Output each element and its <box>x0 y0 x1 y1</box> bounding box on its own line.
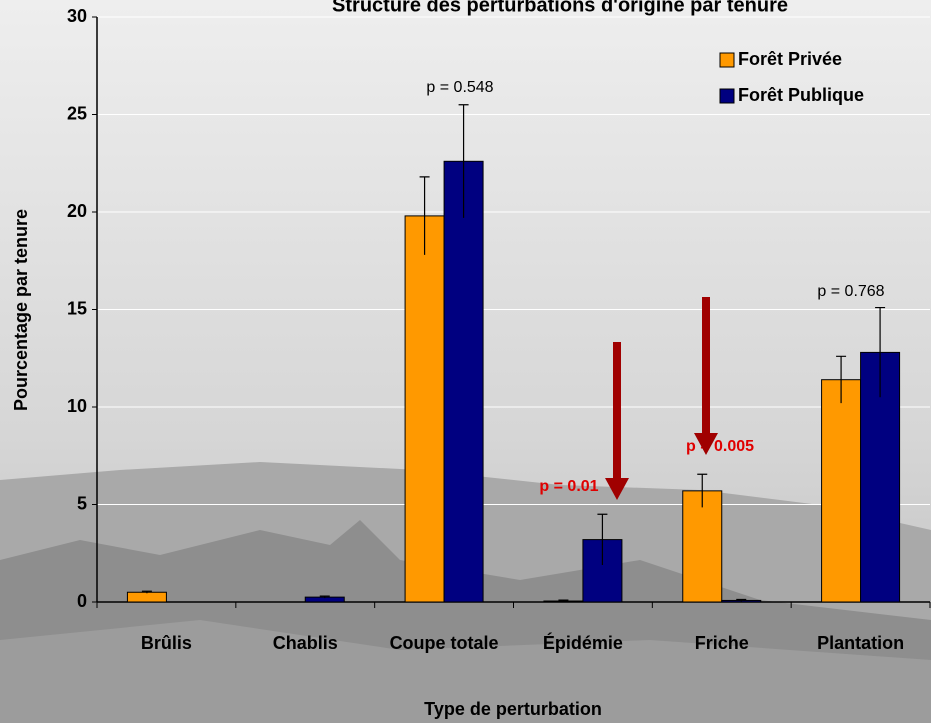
x-tick-label: Chablis <box>272 633 338 653</box>
error-bar <box>836 355 847 404</box>
error-bar <box>558 599 569 602</box>
annotation: p = 0.01 <box>539 478 598 495</box>
legend-swatch <box>719 52 735 68</box>
x-tick-label: Coupe totale <box>389 633 499 653</box>
chart-title: Structure des perturbations d'origine pa… <box>332 0 788 16</box>
annotation: p = 0.005 <box>686 438 754 455</box>
x-tick-label: Épidémie <box>542 633 623 653</box>
bar <box>404 215 445 603</box>
error-bar <box>736 598 747 602</box>
x-tick-label: Brûlis <box>140 633 192 653</box>
y-tick-label: 30 <box>67 6 87 26</box>
x-tick-label: Friche <box>694 633 749 653</box>
y-tick-label: 5 <box>77 493 87 513</box>
legend-swatch <box>719 88 735 104</box>
error-bar <box>697 473 708 508</box>
foreground <box>0 620 931 723</box>
annotation: p = 0.548 <box>426 79 493 96</box>
y-tick-label: 0 <box>77 591 87 611</box>
arrow <box>694 297 718 455</box>
error-bar <box>319 595 330 599</box>
annotation: p = 0.768 <box>817 283 884 300</box>
error-bar <box>875 306 886 398</box>
bar <box>821 379 862 603</box>
error-bar <box>597 513 608 565</box>
y-tick-label: 10 <box>67 396 87 416</box>
error-bar <box>419 176 430 255</box>
bar <box>443 160 484 603</box>
legend-label: Forêt Publique <box>738 85 864 105</box>
legend-label: Forêt Privée <box>738 49 842 69</box>
x-axis-label: Type de perturbation <box>424 699 602 719</box>
bar <box>126 591 167 603</box>
y-tick-label: 20 <box>67 201 87 221</box>
x-tick-label: Plantation <box>817 633 905 653</box>
bar <box>682 490 723 603</box>
y-tick-label: 25 <box>67 103 87 123</box>
y-tick-label: 15 <box>67 298 87 318</box>
arrow <box>605 342 629 500</box>
y-axis-label: Pourcentage par tenure <box>11 209 31 411</box>
error-bar <box>141 590 152 594</box>
error-bar <box>458 104 469 218</box>
